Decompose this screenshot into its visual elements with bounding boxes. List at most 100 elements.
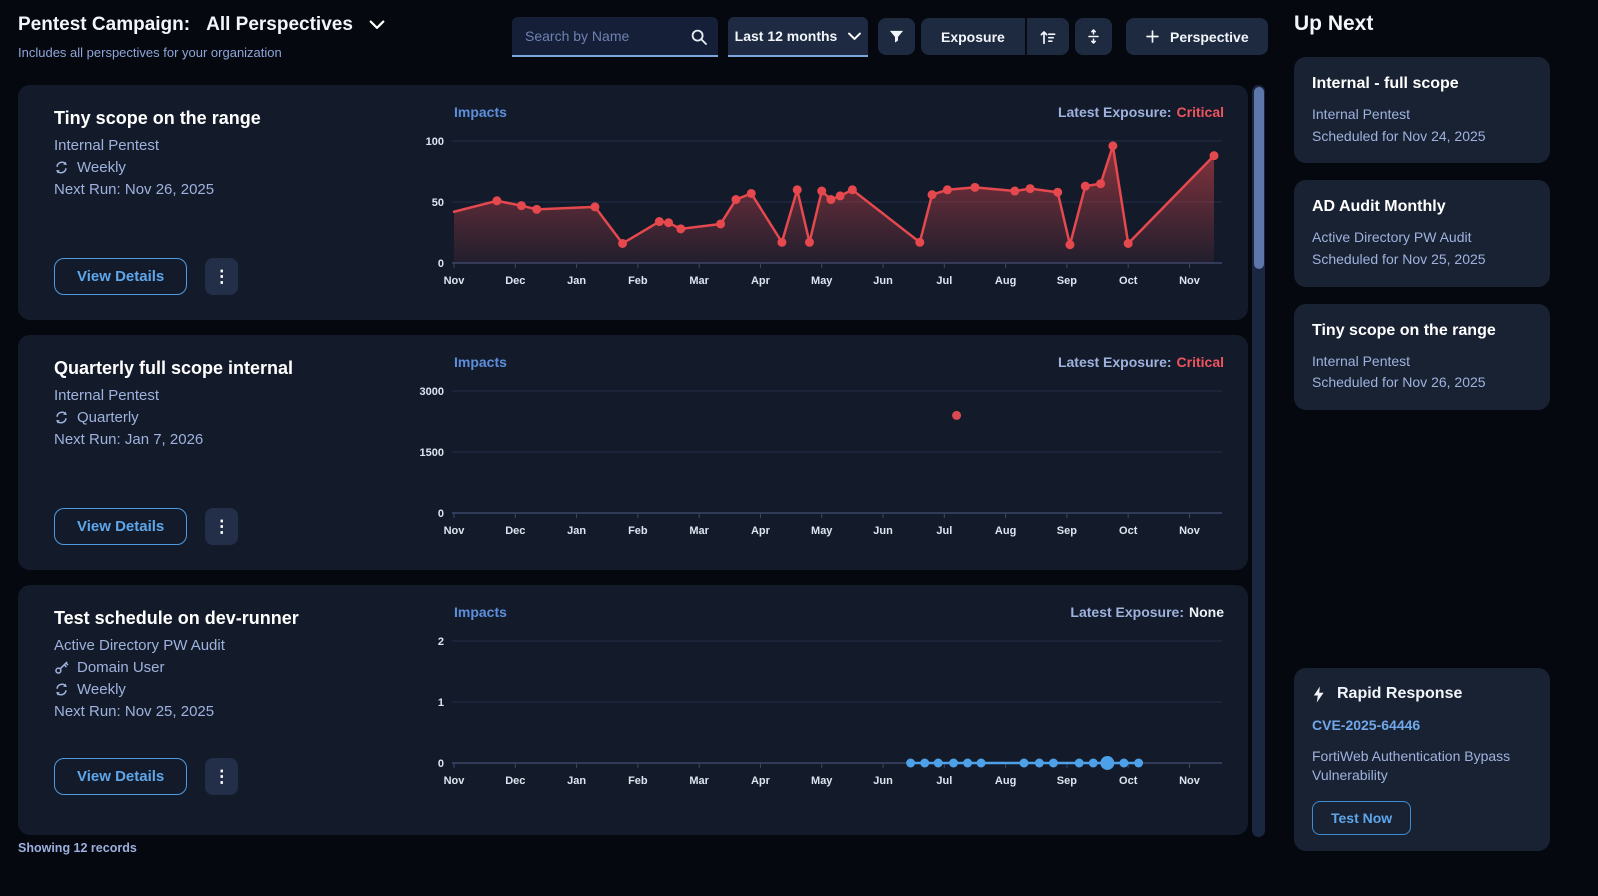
campaign-chart-panel: Impacts Latest Exposure:Critical 0150030…	[414, 335, 1248, 570]
sort-control: Exposure	[921, 18, 1069, 55]
svg-text:3000: 3000	[420, 386, 444, 398]
chevron-down-icon	[848, 32, 861, 41]
up-next-heading: Up Next	[1294, 12, 1550, 36]
kebab-menu-button[interactable]: ⋮	[205, 508, 238, 545]
repeat-icon	[54, 682, 69, 697]
campaign-type: Internal Pentest	[54, 137, 414, 154]
up-next-scheduled: Scheduled for Nov 25, 2025	[1312, 249, 1532, 271]
campaign-credential: Domain User	[77, 659, 165, 676]
search-box	[512, 17, 718, 57]
svg-text:Mar: Mar	[689, 525, 709, 537]
scrollbar-track[interactable]	[1252, 85, 1265, 837]
add-perspective-button[interactable]: Perspective	[1126, 18, 1268, 55]
svg-text:Nov: Nov	[1179, 275, 1201, 287]
svg-text:Aug: Aug	[995, 525, 1016, 537]
chart-impacts-label: Impacts	[454, 604, 507, 620]
kebab-icon: ⋮	[213, 767, 230, 787]
svg-text:Apr: Apr	[751, 525, 771, 537]
page-title: Pentest Campaign:	[18, 14, 190, 36]
svg-text:1: 1	[438, 697, 444, 709]
chart-impacts-label: Impacts	[454, 354, 507, 370]
svg-text:Nov: Nov	[444, 775, 466, 787]
page-subtitle: Includes all perspectives for your organ…	[18, 45, 385, 60]
key-icon	[54, 660, 69, 675]
svg-text:Jun: Jun	[873, 775, 893, 787]
svg-text:Jun: Jun	[873, 525, 893, 537]
sort-ascending-icon	[1039, 28, 1057, 46]
campaign-info: Test schedule on dev-runner Active Direc…	[18, 585, 414, 835]
svg-text:Dec: Dec	[505, 525, 525, 537]
kebab-menu-button[interactable]: ⋮	[205, 258, 238, 295]
lightning-icon	[1312, 686, 1326, 703]
svg-text:Nov: Nov	[1179, 525, 1201, 537]
scrollbar-thumb[interactable]	[1254, 87, 1264, 269]
perspective-selected-value: All Perspectives	[206, 14, 353, 36]
up-next-card[interactable]: Internal - full scope Internal Pentest S…	[1294, 57, 1550, 163]
svg-text:Nov: Nov	[444, 525, 466, 537]
expand-rows-button[interactable]	[1075, 18, 1112, 55]
up-next-type: Internal Pentest	[1312, 104, 1532, 126]
svg-text:2: 2	[438, 636, 444, 648]
svg-text:Feb: Feb	[628, 275, 648, 287]
svg-text:50: 50	[432, 197, 444, 209]
campaign-cadence: Weekly	[77, 681, 126, 698]
campaign-next-run: Next Run: Nov 25, 2025	[54, 703, 414, 720]
svg-text:0: 0	[438, 508, 444, 520]
plus-icon	[1145, 29, 1160, 44]
time-range-select[interactable]: Last 12 months	[728, 17, 868, 57]
campaign-next-run: Next Run: Nov 26, 2025	[54, 181, 414, 198]
svg-text:Oct: Oct	[1119, 275, 1138, 287]
view-details-button[interactable]: View Details	[54, 758, 187, 795]
svg-text:100: 100	[426, 136, 444, 148]
campaign-list: Tiny scope on the range Internal Pentest…	[18, 85, 1248, 850]
cve-link[interactable]: CVE-2025-64446	[1312, 717, 1532, 733]
time-range-value: Last 12 months	[735, 28, 838, 44]
svg-text:Aug: Aug	[995, 275, 1016, 287]
search-input[interactable]	[512, 17, 718, 55]
latest-exposure: Latest Exposure: None	[1070, 604, 1224, 620]
svg-text:Apr: Apr	[751, 275, 771, 287]
chevron-down-icon	[369, 20, 385, 30]
impacts-chart: 015003000NovDecJanFebMarAprMayJunJulAugS…	[414, 373, 1224, 551]
svg-text:Jul: Jul	[936, 775, 952, 787]
up-next-type: Internal Pentest	[1312, 351, 1532, 373]
campaign-cadence: Quarterly	[77, 409, 139, 426]
funnel-icon	[888, 28, 905, 45]
sort-direction-button[interactable]	[1025, 18, 1069, 55]
up-next-title: AD Audit Monthly	[1312, 198, 1532, 216]
up-next-card[interactable]: Tiny scope on the range Internal Pentest…	[1294, 304, 1550, 410]
svg-text:Jan: Jan	[567, 525, 586, 537]
up-next-type: Active Directory PW Audit	[1312, 227, 1532, 249]
svg-text:Jan: Jan	[567, 775, 586, 787]
campaign-card: Quarterly full scope internal Internal P…	[18, 335, 1248, 570]
up-next-title: Tiny scope on the range	[1312, 322, 1532, 340]
latest-exposure-value: None	[1189, 604, 1224, 620]
up-next-card[interactable]: AD Audit Monthly Active Directory PW Aud…	[1294, 180, 1550, 286]
latest-exposure-value: Critical	[1177, 104, 1224, 120]
campaign-type: Internal Pentest	[54, 387, 414, 404]
sort-by-button[interactable]: Exposure	[921, 18, 1025, 55]
campaign-info: Tiny scope on the range Internal Pentest…	[18, 85, 414, 320]
perspective-dropdown[interactable]: All Perspectives	[206, 14, 385, 36]
test-now-button[interactable]: Test Now	[1312, 801, 1411, 835]
view-details-button[interactable]: View Details	[54, 258, 187, 295]
svg-text:Mar: Mar	[689, 775, 709, 787]
latest-exposure: Latest Exposure:Critical	[1058, 104, 1224, 120]
kebab-menu-button[interactable]: ⋮	[205, 758, 238, 795]
impacts-chart: 050100NovDecJanFebMarAprMayJunJulAugSepO…	[414, 123, 1224, 301]
svg-text:Oct: Oct	[1119, 525, 1138, 537]
view-details-button[interactable]: View Details	[54, 508, 187, 545]
svg-text:Jun: Jun	[873, 275, 893, 287]
up-next-panel: Up Next Internal - full scope Internal P…	[1294, 0, 1550, 896]
svg-text:Apr: Apr	[751, 775, 771, 787]
filter-button[interactable]	[878, 18, 915, 55]
svg-text:Jul: Jul	[936, 525, 952, 537]
svg-text:0: 0	[438, 758, 444, 770]
up-next-scheduled: Scheduled for Nov 24, 2025	[1312, 126, 1532, 148]
latest-exposure-label: Latest Exposure:	[1070, 604, 1184, 620]
svg-text:May: May	[811, 275, 833, 287]
impacts-chart: 012NovDecJanFebMarAprMayJunJulAugSepOctN…	[414, 623, 1224, 801]
svg-text:Sep: Sep	[1057, 775, 1077, 787]
svg-text:Jan: Jan	[567, 275, 586, 287]
expand-vertical-icon	[1085, 28, 1102, 45]
